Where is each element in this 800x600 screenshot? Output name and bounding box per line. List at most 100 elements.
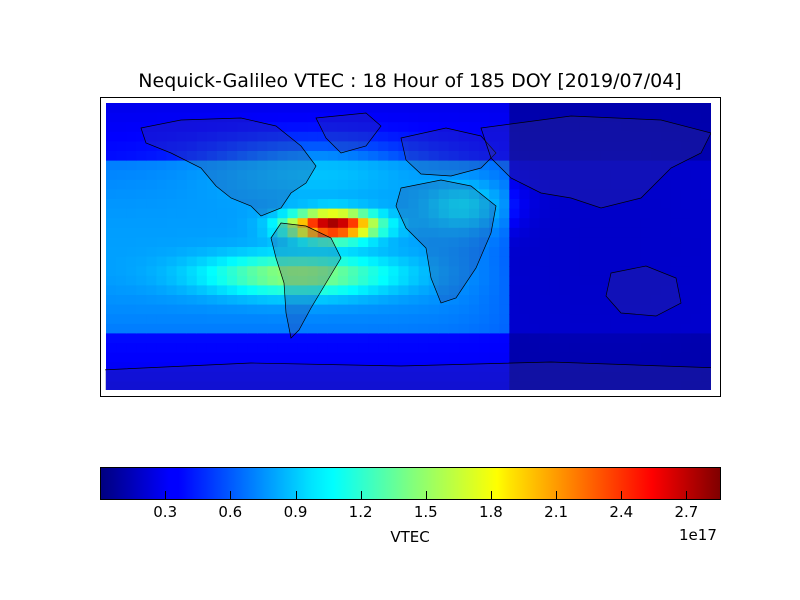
- heatmap-cell: [297, 247, 309, 258]
- heatmap-cell: [640, 381, 652, 392]
- heatmap-cell: [469, 247, 480, 258]
- heatmap-cell: [519, 112, 531, 123]
- heatmap-cell: [640, 362, 652, 373]
- heatmap-cell: [116, 199, 127, 210]
- heatmap-cell: [206, 189, 218, 200]
- heatmap-cell: [176, 256, 188, 267]
- heatmap-cell: [489, 304, 500, 315]
- heatmap-cell: [378, 314, 389, 325]
- heatmap-cell: [458, 170, 470, 181]
- europe-outline: [400, 127, 497, 177]
- heatmap-cell: [116, 275, 127, 286]
- heatmap-cell: [216, 362, 228, 373]
- heatmap-cell: [559, 218, 571, 229]
- heatmap-cell: [408, 103, 420, 114]
- heatmap-cell: [146, 208, 158, 219]
- heatmap-cell: [126, 227, 137, 238]
- heatmap-cell: [448, 352, 460, 363]
- heatmap-cell: [126, 247, 137, 258]
- heatmap-cell: [166, 237, 178, 248]
- heatmap-cell: [428, 314, 440, 325]
- heatmap-cell: [136, 141, 147, 152]
- heatmap-cell: [539, 304, 551, 315]
- heatmap-cell: [579, 295, 591, 306]
- heatmap-cell: [277, 179, 289, 190]
- heatmap-cell: [116, 208, 127, 219]
- heatmap-cell: [469, 343, 480, 354]
- heatmap-cell: [287, 304, 299, 315]
- heatmap-cell: [277, 112, 289, 123]
- heatmap-cell: [650, 247, 662, 258]
- heatmap-cell: [438, 323, 450, 334]
- heatmap-cell: [590, 122, 601, 133]
- colorbar-tickmark: [490, 491, 492, 499]
- heatmap-cell: [368, 295, 379, 306]
- heatmap-cell: [418, 141, 430, 152]
- heatmap-cell: [700, 189, 712, 200]
- heatmap-cell: [277, 247, 289, 258]
- heatmap-cell: [257, 304, 268, 315]
- heatmap-cell: [418, 131, 430, 142]
- heatmap-cell: [398, 141, 410, 152]
- heatmap-cell: [600, 247, 611, 258]
- heatmap-cell: [499, 304, 510, 315]
- heatmap-cell: [458, 208, 470, 219]
- heatmap-cell: [519, 285, 531, 296]
- heatmap-cell: [358, 352, 369, 363]
- colorbar-exponent: 1e17: [679, 526, 717, 544]
- heatmap-cell: [489, 381, 500, 392]
- heatmap-cell: [700, 151, 712, 162]
- heatmap-cell: [227, 381, 238, 392]
- heatmap-cell: [368, 333, 379, 344]
- heatmap-cell: [398, 131, 410, 142]
- heatmap-cell: [146, 266, 158, 277]
- heatmap-cell: [126, 141, 137, 152]
- heatmap-cell: [216, 103, 228, 114]
- heatmap-cell: [378, 122, 389, 133]
- heatmap-cell: [549, 151, 561, 162]
- heatmap-cell: [358, 381, 369, 392]
- heatmap-cell: [519, 304, 531, 315]
- heatmap-cell: [136, 343, 147, 354]
- heatmap-cell: [186, 352, 198, 363]
- heatmap-cell: [690, 352, 702, 363]
- heatmap-cell: [499, 333, 510, 344]
- heatmap-cell: [610, 371, 621, 382]
- heatmap-cell: [519, 323, 531, 334]
- heatmap-cell: [398, 285, 410, 296]
- heatmap-cell: [600, 343, 611, 354]
- heatmap-cell: [196, 189, 208, 200]
- heatmap-cell: [156, 237, 168, 248]
- heatmap-cell: [186, 323, 198, 334]
- heatmap-cell: [590, 295, 601, 306]
- heatmap-cell: [116, 304, 127, 315]
- heatmap-cell: [136, 266, 147, 277]
- heatmap-cell: [348, 304, 359, 315]
- heatmap-cell: [539, 362, 551, 373]
- heatmap-cell: [700, 227, 712, 238]
- heatmap-cell: [620, 371, 631, 382]
- heatmap-cell: [257, 295, 268, 306]
- heatmap-cell: [116, 237, 127, 248]
- heatmap-cell: [388, 103, 400, 114]
- heatmap-cell: [126, 237, 137, 248]
- heatmap-cell: [509, 199, 521, 210]
- heatmap-cell: [600, 285, 611, 296]
- heatmap-cell: [206, 141, 218, 152]
- heatmap-cell: [116, 362, 127, 373]
- heatmap-cell: [388, 208, 400, 219]
- heatmap-cell: [106, 256, 117, 267]
- heatmap-cell: [166, 381, 178, 392]
- heatmap-cell: [337, 103, 349, 114]
- heatmap-cell: [317, 170, 329, 181]
- heatmap-cell: [106, 333, 117, 344]
- heatmap-cell: [539, 343, 551, 354]
- heatmap-cell: [630, 151, 642, 162]
- heatmap-cell: [327, 362, 339, 373]
- heatmap-cell: [620, 381, 631, 392]
- heatmap-cell: [418, 218, 430, 229]
- heatmap-cell: [630, 256, 642, 267]
- heatmap-cell: [106, 141, 117, 152]
- heatmap-cell: [559, 199, 571, 210]
- heatmap-cell: [216, 256, 228, 267]
